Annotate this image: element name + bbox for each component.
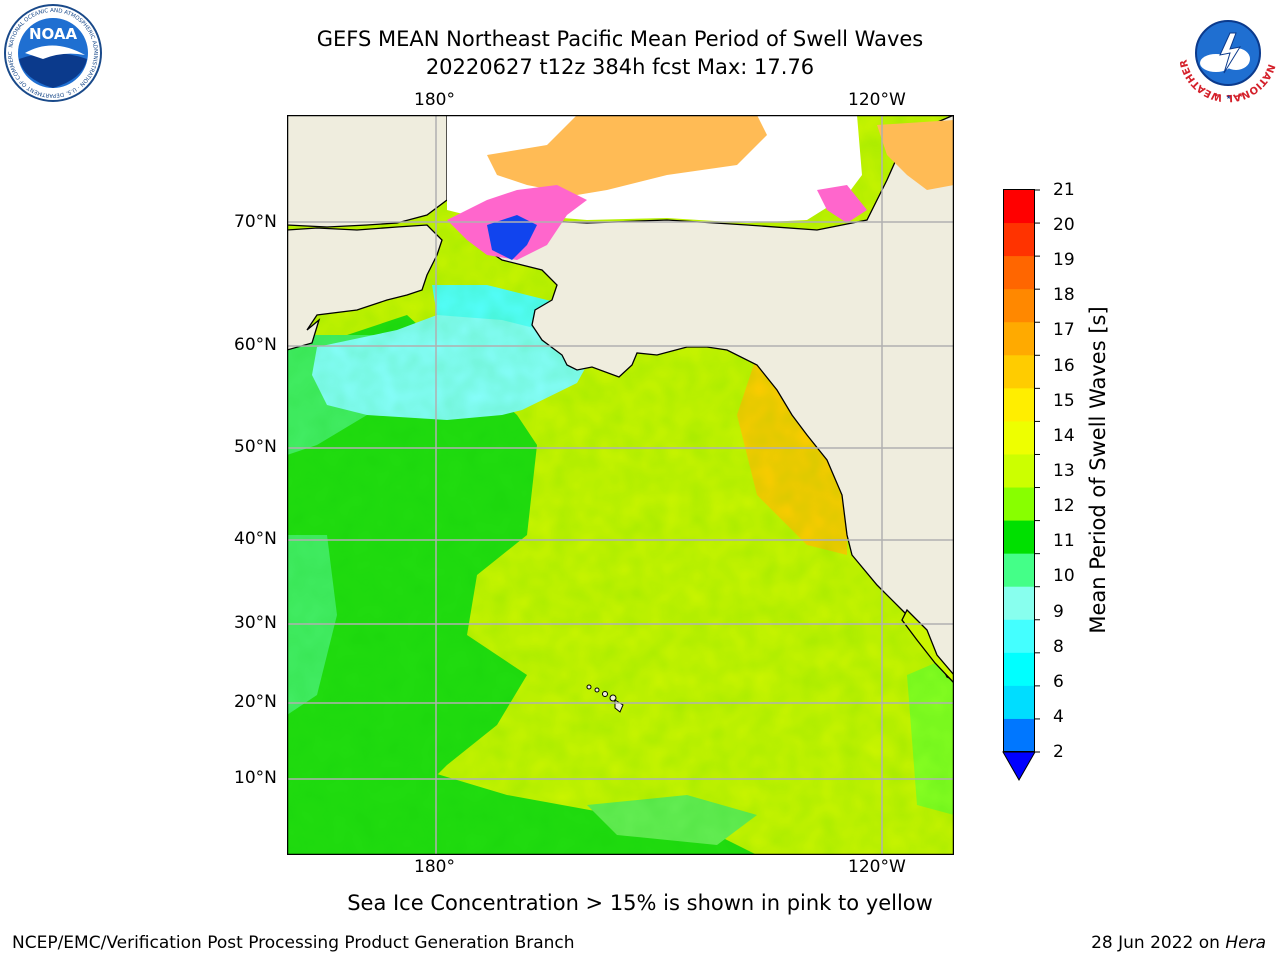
colorbar-tick-10: 10 bbox=[1053, 566, 1075, 586]
colorbar-cell bbox=[1004, 553, 1034, 588]
colorbar-cell bbox=[1004, 190, 1034, 224]
lat-label-20n: 20°N bbox=[234, 692, 277, 712]
lon-label-top-180: 180° bbox=[414, 90, 455, 110]
colorbar-cell bbox=[1004, 421, 1034, 456]
colorbar-label: Mean Period of Swell Waves [s] bbox=[1086, 306, 1110, 634]
colorbar-tick-4: 4 bbox=[1053, 707, 1064, 727]
lat-label-70n: 70°N bbox=[234, 212, 277, 232]
colorbar-cell bbox=[1004, 388, 1034, 423]
lat-label-60n: 60°N bbox=[234, 335, 277, 355]
svg-text:★: ★ bbox=[1226, 94, 1231, 101]
nws-logo: NATIONAL WEATHER SERVICE ★ ★ ★ bbox=[1178, 3, 1276, 103]
map-panel bbox=[287, 115, 954, 855]
lat-label-50n: 50°N bbox=[234, 437, 277, 457]
colorbar-tick-9: 9 bbox=[1053, 602, 1064, 622]
lon-label-top-120w: 120°W bbox=[848, 90, 906, 110]
colorbar-cell bbox=[1004, 289, 1034, 323]
footer-credit: NCEP/EMC/Verification Post Processing Pr… bbox=[12, 933, 575, 953]
colorbar-cell bbox=[1004, 652, 1034, 687]
lat-label-40n: 40°N bbox=[234, 529, 277, 549]
colorbar-tick-13: 13 bbox=[1053, 461, 1075, 481]
gulf-of-california bbox=[901, 608, 954, 684]
graticule bbox=[287, 115, 954, 855]
sea-ice-orange-east bbox=[877, 120, 954, 190]
lat-label-10n: 10°N bbox=[234, 768, 277, 788]
colorbar-cell bbox=[1004, 322, 1034, 356]
colorbar-cell bbox=[1004, 718, 1034, 753]
colorbar-frame bbox=[1003, 189, 1035, 752]
lon-label-bottom-120w: 120°W bbox=[848, 857, 906, 877]
colorbar-tick-12: 12 bbox=[1053, 496, 1075, 516]
colorbar-tick-8: 8 bbox=[1053, 637, 1064, 657]
colorbar-cell bbox=[1004, 520, 1034, 555]
land-siberia bbox=[287, 115, 448, 228]
colorbar-cell bbox=[1004, 586, 1034, 621]
colorbar-cell bbox=[1004, 454, 1034, 489]
colorbar-cell bbox=[1004, 355, 1034, 389]
lat-label-30n: 30°N bbox=[234, 613, 277, 633]
colorbar bbox=[1002, 189, 1040, 782]
colorbar-tick-15: 15 bbox=[1053, 391, 1075, 411]
colorbar-tick-11: 11 bbox=[1053, 531, 1075, 551]
sea-ice-blue bbox=[487, 215, 537, 260]
svg-text:★: ★ bbox=[1214, 92, 1219, 99]
land-north-america bbox=[486, 115, 954, 681]
colorbar-tick-17: 17 bbox=[1053, 320, 1075, 340]
land-kamchatka bbox=[287, 224, 443, 351]
colorbar-cell bbox=[1004, 685, 1034, 720]
colorbar-tick-2: 2 bbox=[1053, 742, 1064, 762]
lon-label-bottom-180: 180° bbox=[414, 857, 455, 877]
colorbar-min-extension bbox=[1002, 751, 1036, 782]
colorbar-tick-14: 14 bbox=[1053, 426, 1075, 446]
sea-ice-pink-east bbox=[817, 185, 867, 223]
colorbar-tick-18: 18 bbox=[1053, 285, 1075, 305]
noaa-logo: NATIONAL OCEANIC AND ATMOSPHERIC ADMINIS… bbox=[3, 3, 102, 102]
colorbar-tick-6: 6 bbox=[1053, 672, 1064, 692]
footer-date-text: 28 Jun 2022 on bbox=[1091, 933, 1220, 953]
svg-text:★: ★ bbox=[1238, 92, 1243, 99]
footer-date: 28 Jun 2022 on Hera bbox=[1091, 933, 1266, 953]
map-subtitle: 20220627 t12z 384h fcst Max: 17.76 bbox=[425, 55, 815, 79]
colorbar-cell bbox=[1004, 487, 1034, 522]
map-title: GEFS MEAN Northeast Pacific Mean Period … bbox=[316, 27, 924, 51]
noaa-logo-text: NOAA bbox=[29, 25, 78, 43]
colorbar-cell bbox=[1004, 619, 1034, 654]
colorbar-tick-20: 20 bbox=[1053, 215, 1075, 235]
map-frame bbox=[287, 115, 954, 855]
sea-ice-note: Sea Ice Concentration > 15% is shown in … bbox=[347, 891, 933, 915]
colorbar-cell bbox=[1004, 256, 1034, 290]
colorbar-tick-21: 21 bbox=[1053, 180, 1075, 200]
colorbar-cell bbox=[1004, 223, 1034, 257]
sea-ice-orange bbox=[487, 115, 767, 195]
colorbar-tick-16: 16 bbox=[1053, 356, 1075, 376]
colorbar-tick-19: 19 bbox=[1053, 250, 1075, 270]
footer-machine: Hera bbox=[1225, 933, 1266, 953]
